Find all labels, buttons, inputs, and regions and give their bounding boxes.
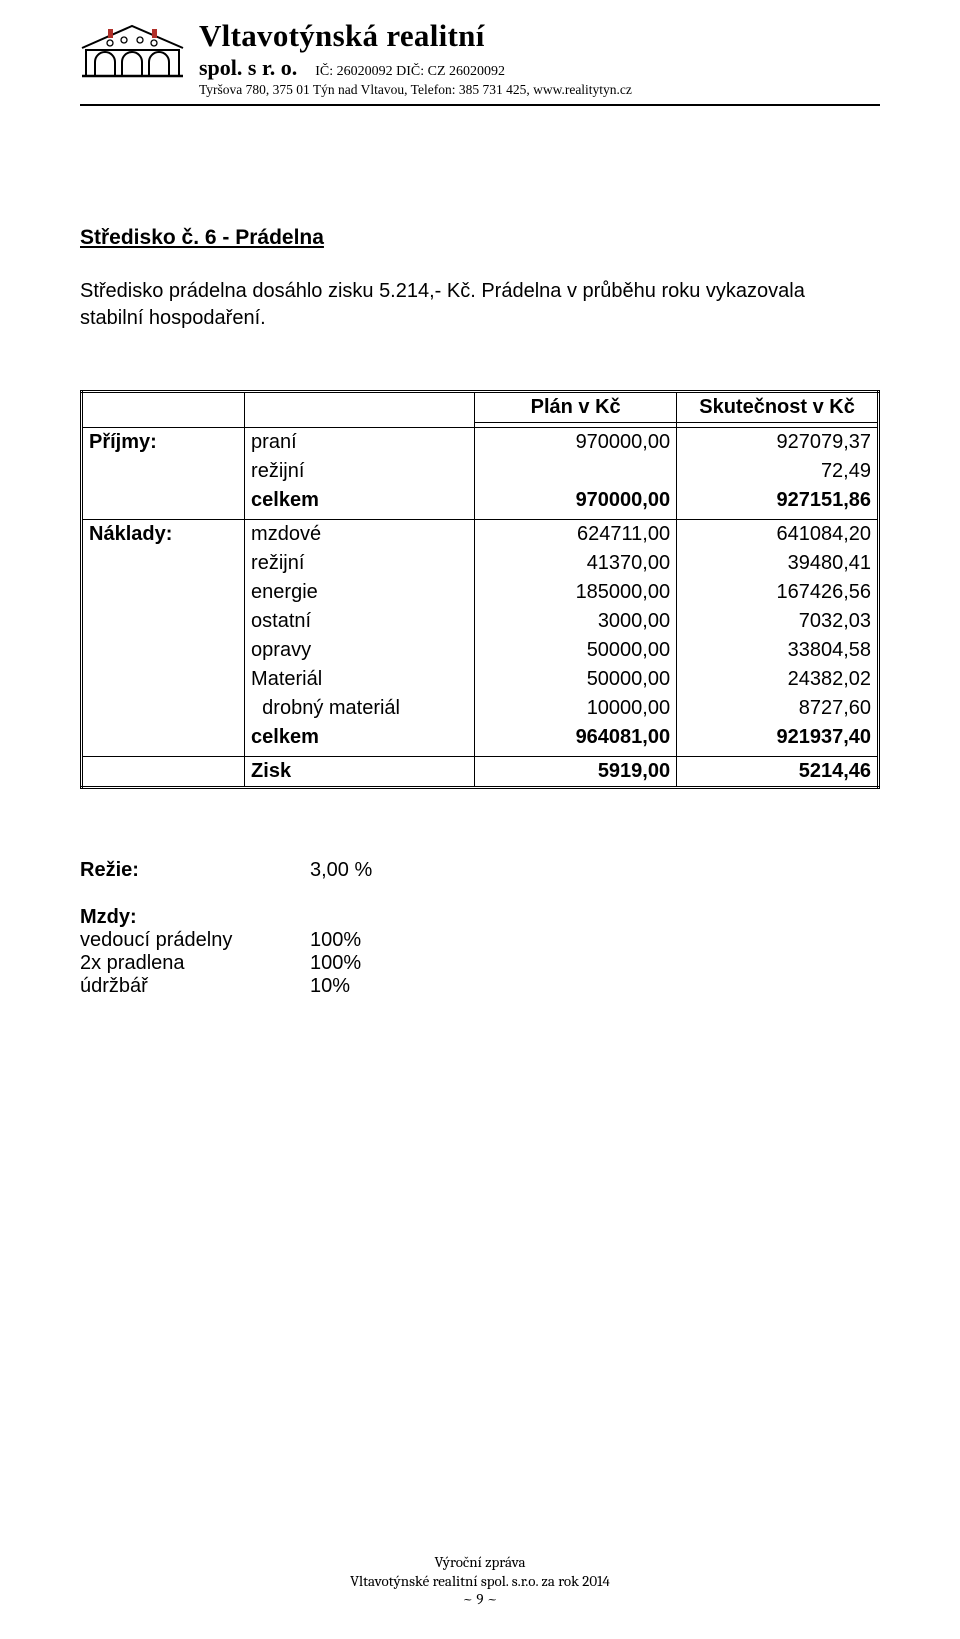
plan-value: 5919,00 [475, 756, 677, 787]
category-label: Materiál [245, 665, 475, 694]
category-label: ostatní [245, 607, 475, 636]
category-label: mzdové [245, 519, 475, 549]
table-row: Zisk5919,005214,46 [82, 756, 879, 787]
group-label: Příjmy: [82, 427, 245, 457]
rezie-value: 3,00 % [310, 859, 372, 882]
table-row: ostatní3000,007032,03 [82, 607, 879, 636]
company-ids: IČ: 26020092 DIČ: CZ 26020092 [315, 64, 505, 80]
mzdy-block: Mzdy: vedoucí prádelny100%2x pradlena100… [80, 906, 880, 998]
plan-value: 970000,00 [475, 486, 677, 515]
plan-value [475, 457, 677, 486]
page-footer: Výroční zpráva Vltavotýnské realitní spo… [0, 1553, 960, 1609]
table-row: Příjmy:praní970000,00927079,37 [82, 427, 879, 457]
header-divider [80, 104, 880, 106]
plan-value: 970000,00 [475, 427, 677, 457]
table-row: Náklady:mzdové624711,00641084,20 [82, 519, 879, 549]
category-label: opravy [245, 636, 475, 665]
footer-line-2: Vltavotýnské realitní spol. s.r.o. za ro… [0, 1572, 960, 1591]
category-label: celkem [245, 486, 475, 515]
header-blank-2 [245, 391, 475, 422]
actual-value: 39480,41 [677, 549, 879, 578]
mzdy-item: 2x pradlena100% [80, 952, 880, 975]
table-row: celkem970000,00927151,86 [82, 486, 879, 515]
actual-value: 5214,46 [677, 756, 879, 787]
col-plan-header: Plán v Kč [475, 391, 677, 422]
category-label: Zisk [245, 756, 475, 787]
plan-value: 50000,00 [475, 665, 677, 694]
mzdy-item-label: vedoucí prádelny [80, 929, 310, 952]
footer-page-number: ~ 9 ~ [0, 1590, 960, 1609]
group-label: Náklady: [82, 519, 245, 549]
table-row: celkem964081,00921937,40 [82, 723, 879, 752]
category-label: režijní [245, 549, 475, 578]
plan-value: 964081,00 [475, 723, 677, 752]
intro-paragraph: Středisko prádelna dosáhlo zisku 5.214,-… [80, 278, 880, 332]
col-actual-header: Skutečnost v Kč [677, 391, 879, 422]
mzdy-item: vedoucí prádelny100% [80, 929, 880, 952]
mzdy-item-value: 10% [310, 975, 350, 998]
company-logo [80, 20, 185, 80]
category-label: režijní [245, 457, 475, 486]
mzdy-label: Mzdy: [80, 906, 310, 929]
table-header-row: Plán v KčSkutečnost v Kč [82, 391, 879, 422]
category-label: drobný materiál [245, 694, 475, 723]
table-row: energie185000,00167426,56 [82, 578, 879, 607]
rezie-row: Režie: 3,00 % [80, 859, 880, 882]
table-row: režijní 72,49 [82, 457, 879, 486]
rezie-label: Režie: [80, 859, 310, 882]
page: Vltavotýnská realitní spol. s r. o. IČ: … [0, 0, 960, 1639]
plan-value: 10000,00 [475, 694, 677, 723]
header-blank-1 [82, 391, 245, 422]
plan-value: 41370,00 [475, 549, 677, 578]
actual-value: 927079,37 [677, 427, 879, 457]
company-text-block: Vltavotýnská realitní spol. s r. o. IČ: … [199, 20, 632, 98]
category-label: energie [245, 578, 475, 607]
plan-value: 3000,00 [475, 607, 677, 636]
intro-line-1: Středisko prádelna dosáhlo zisku 5.214,-… [80, 280, 805, 302]
company-legal-form: spol. s r. o. [199, 55, 297, 81]
section-title: Středisko č. 6 - Prádelna [80, 226, 880, 250]
actual-value: 927151,86 [677, 486, 879, 515]
category-label: celkem [245, 723, 475, 752]
category-label: praní [245, 427, 475, 457]
actual-value: 8727,60 [677, 694, 879, 723]
summary-block: Režie: 3,00 % Mzdy: vedoucí prádelny100%… [80, 859, 880, 998]
company-line2: spol. s r. o. IČ: 26020092 DIČ: CZ 26020… [199, 55, 632, 81]
footer-line-1: Výroční zpráva [0, 1553, 960, 1572]
actual-value: 921937,40 [677, 723, 879, 752]
actual-value: 641084,20 [677, 519, 879, 549]
actual-value: 24382,02 [677, 665, 879, 694]
plan-value: 624711,00 [475, 519, 677, 549]
mzdy-item-label: údržbář [80, 975, 310, 998]
letterhead: Vltavotýnská realitní spol. s r. o. IČ: … [80, 20, 880, 102]
company-name: Vltavotýnská realitní [199, 20, 632, 53]
actual-value: 33804,58 [677, 636, 879, 665]
intro-line-2: stabilní hospodaření. [80, 307, 266, 329]
table-row: drobný materiál10000,008727,60 [82, 694, 879, 723]
company-address: Tyršova 780, 375 01 Týn nad Vltavou, Tel… [199, 82, 632, 98]
actual-value: 7032,03 [677, 607, 879, 636]
plan-value: 185000,00 [475, 578, 677, 607]
mzdy-item: údržbář10% [80, 975, 880, 998]
actual-value: 167426,56 [677, 578, 879, 607]
mzdy-item-label: 2x pradlena [80, 952, 310, 975]
house-logo-icon [80, 20, 185, 80]
mzdy-item-value: 100% [310, 929, 361, 952]
financial-table: Plán v KčSkutečnost v Kč Příjmy:praní9700… [80, 390, 880, 789]
actual-value: 72,49 [677, 457, 879, 486]
plan-value: 50000,00 [475, 636, 677, 665]
table-row: opravy50000,0033804,58 [82, 636, 879, 665]
table-row: režijní41370,0039480,41 [82, 549, 879, 578]
mzdy-item-value: 100% [310, 952, 361, 975]
table-row: Materiál50000,0024382,02 [82, 665, 879, 694]
